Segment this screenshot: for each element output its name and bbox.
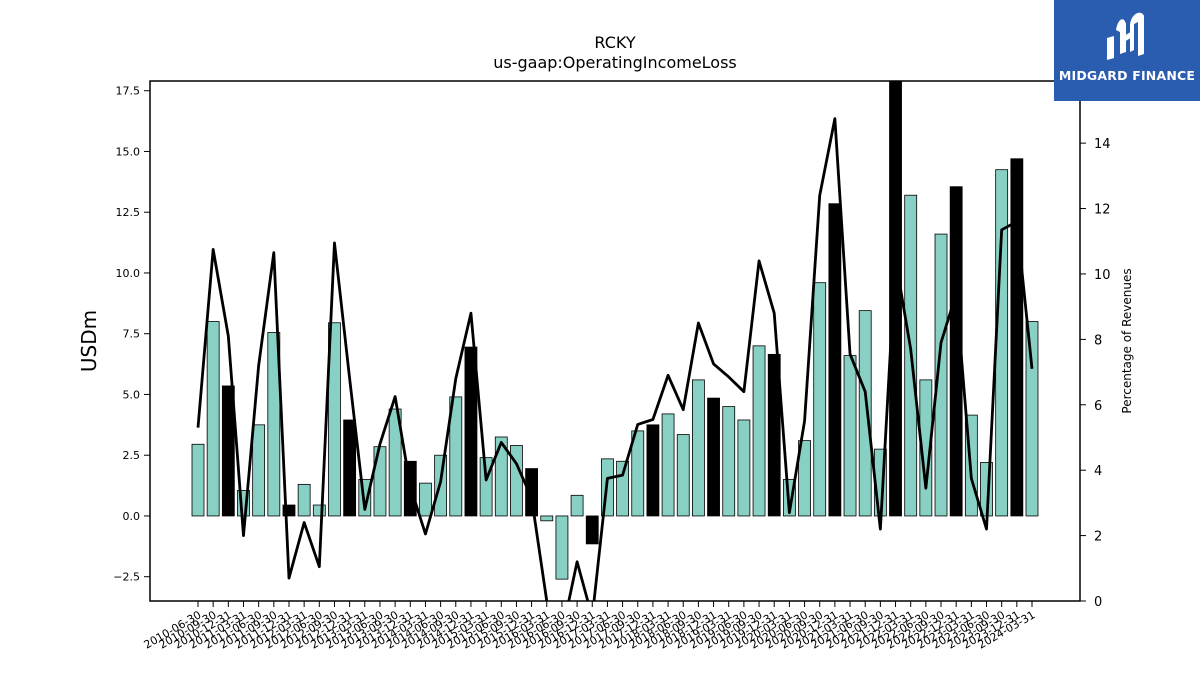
bar — [707, 397, 720, 517]
y-tick-label: 5.0 — [123, 388, 141, 401]
chart-title: RCKY — [594, 33, 635, 52]
bar — [282, 504, 296, 517]
bar — [934, 233, 948, 517]
bar — [252, 424, 266, 517]
x-axis: 2010-06-302010-09-302010-12-312011-03-31… — [142, 601, 1038, 652]
bar — [889, 81, 902, 517]
bar — [555, 515, 569, 580]
logo-text: MIDGARD FINANCE — [1058, 68, 1196, 83]
bar — [995, 169, 1009, 517]
y2-tick-label: 8 — [1094, 333, 1102, 348]
bar — [267, 332, 281, 517]
y-tick-label: 17.5 — [116, 85, 141, 98]
bar — [494, 436, 508, 517]
bar — [1010, 158, 1024, 517]
revenue-percentage-line — [196, 117, 1034, 601]
bar — [585, 515, 599, 545]
revenue-percentage-line-group — [196, 117, 1034, 601]
bar — [692, 379, 705, 517]
bar — [510, 445, 523, 517]
chart-subtitle: us-gaap:OperatingIncomeLoss — [493, 53, 737, 72]
y-tick-label: 15.0 — [116, 145, 141, 158]
bar — [570, 494, 584, 517]
y-tick-label: 2.5 — [123, 449, 141, 462]
y-tick-label: 7.5 — [123, 328, 141, 341]
y-axis-label: USDm — [77, 310, 101, 372]
y-tick-label: 12.5 — [116, 206, 141, 219]
bar — [843, 355, 857, 517]
bar — [328, 322, 341, 517]
bar — [798, 440, 811, 517]
bar — [540, 515, 554, 522]
bar — [191, 443, 205, 517]
y2-tick-label: 0 — [1094, 595, 1102, 610]
bar — [737, 419, 751, 517]
y-tick-label: 10.0 — [116, 267, 141, 280]
y-tick-label: 0.0 — [123, 510, 141, 523]
bar — [343, 419, 357, 517]
y2-tick-label: 10 — [1094, 268, 1111, 283]
bar — [464, 346, 478, 517]
bar — [858, 310, 872, 517]
bar — [206, 321, 220, 517]
bar — [616, 460, 629, 517]
plot-frame — [149, 80, 1081, 602]
bar — [297, 483, 311, 517]
bar — [767, 353, 781, 517]
y2-axis-label: Percentage of Revenues — [1120, 268, 1134, 413]
midgard-finance-logo: MIDGARD FINANCE — [1054, 0, 1200, 101]
left-axis: −2.5 0.0 2.5 5.0 7.5 10.0 12.5 15.0 17.5 — [113, 85, 150, 584]
bar — [661, 413, 675, 517]
bars-group — [191, 81, 1039, 580]
bar — [646, 424, 660, 517]
bar — [388, 408, 402, 517]
bar — [919, 379, 933, 517]
bar — [752, 345, 766, 517]
y-tick-label: −2.5 — [113, 571, 140, 584]
bar — [221, 385, 235, 517]
midgard-logo-icon — [1107, 12, 1144, 60]
y2-tick-label: 14 — [1094, 137, 1111, 152]
bar — [813, 282, 827, 517]
bar — [828, 203, 842, 517]
y2-tick-label: 2 — [1094, 530, 1102, 545]
y2-tick-label: 4 — [1094, 464, 1102, 479]
y2-tick-label: 6 — [1094, 399, 1102, 414]
bar — [1025, 321, 1039, 517]
bar — [525, 468, 538, 517]
bar — [449, 396, 463, 517]
bar — [631, 430, 645, 517]
y2-tick-label: 12 — [1094, 203, 1111, 218]
bar — [722, 406, 736, 517]
bar — [676, 434, 690, 517]
bar — [312, 504, 326, 517]
right-axis: 0 2 4 6 8 10 12 14 — [1080, 137, 1111, 610]
bar — [419, 482, 432, 517]
